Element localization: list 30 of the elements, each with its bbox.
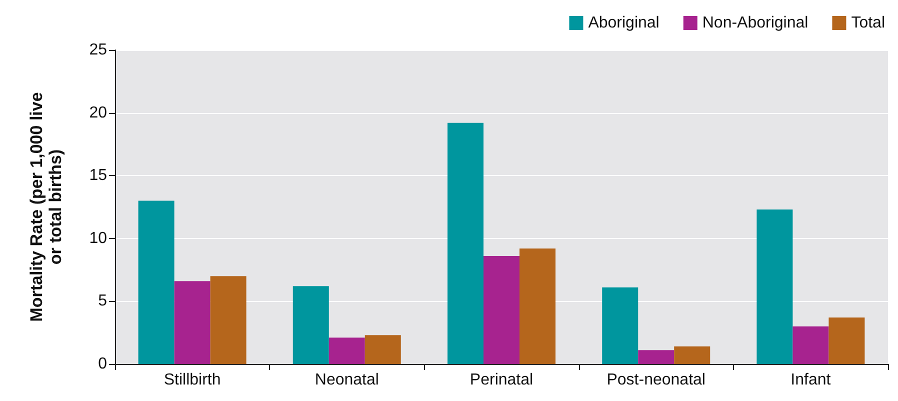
y-tick-label: 10	[89, 230, 108, 247]
bar	[756, 210, 793, 364]
bar	[174, 281, 210, 364]
bar	[520, 248, 556, 364]
x-tick-label: Stillbirth	[164, 372, 221, 388]
bar	[828, 318, 865, 364]
bar	[448, 122, 484, 364]
y-tick-label: 25	[89, 42, 108, 58]
bar	[364, 335, 401, 364]
y-axis-title: Mortality Rate (per 1,000 live or total births)	[27, 92, 65, 322]
bar	[792, 326, 829, 364]
bar	[674, 346, 710, 364]
y-tick-label: 15	[89, 167, 108, 184]
legend-label: Aboriginal	[588, 14, 660, 32]
legend-label: Non-Aboriginal	[702, 14, 808, 32]
y-tick-label: 0	[98, 356, 108, 372]
bar	[138, 200, 174, 364]
legend-label: Total	[851, 14, 885, 32]
bar	[292, 286, 329, 364]
bar	[210, 276, 246, 364]
bar	[638, 350, 674, 364]
y-tick-label: 5	[98, 292, 108, 310]
x-tick-label: Infant	[790, 372, 832, 388]
x-tick-label: Neonatal	[314, 372, 379, 388]
bar	[602, 287, 638, 364]
bar	[328, 338, 365, 364]
x-tick-label: Perinatal	[470, 372, 534, 388]
y-tick-label: 20	[89, 104, 108, 122]
bar	[484, 256, 520, 364]
x-tick-label: Post-neonatal	[606, 372, 706, 388]
